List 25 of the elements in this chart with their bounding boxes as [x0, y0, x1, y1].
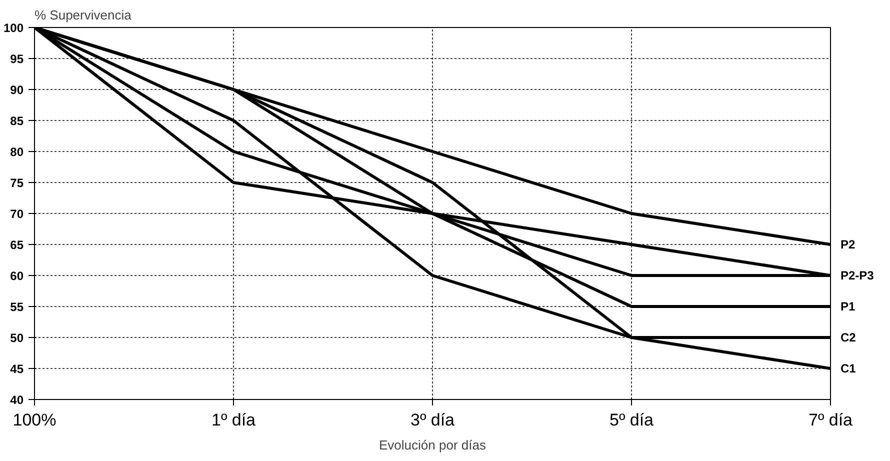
x-tick-label: 7º día: [808, 410, 854, 430]
y-tick-label: 75: [10, 176, 24, 190]
y-tick-label: 85: [10, 114, 24, 128]
y-tick-label: 80: [10, 145, 24, 159]
x-axis-title: Evolución por días: [379, 438, 486, 452]
y-tick-label: 60: [10, 269, 24, 283]
series-label: P2: [840, 238, 856, 252]
y-tick-label: 65: [10, 238, 24, 252]
y-tick-label: 50: [10, 331, 24, 345]
y-tick-label: 70: [10, 207, 24, 221]
y-tick-label: 55: [10, 300, 24, 314]
x-tick-label: 5º día: [609, 410, 654, 430]
y-tick-label: 90: [10, 83, 24, 97]
x-tick-label: 3º día: [410, 410, 456, 430]
y-tick-label: 95: [10, 52, 24, 66]
y-axis-title: % Supervivencia: [34, 8, 132, 22]
y-tick-label: 40: [10, 393, 24, 407]
x-tick-label: 100%: [12, 410, 56, 430]
series-label: C1: [840, 362, 856, 376]
series-label: P1: [840, 300, 856, 314]
y-tick-label: 45: [10, 362, 24, 376]
series-label: P2-P3: [840, 268, 874, 282]
y-tick-label: 100: [3, 21, 24, 35]
series-label: C2: [840, 330, 856, 344]
x-tick-label: 1º día: [211, 410, 256, 430]
